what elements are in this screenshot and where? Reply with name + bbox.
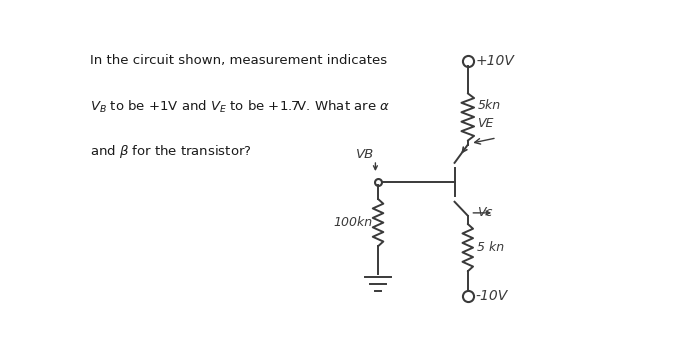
Text: Vc: Vc: [477, 206, 492, 219]
Text: and $\beta$ for the transistor?: and $\beta$ for the transistor?: [91, 143, 252, 160]
Text: In the circuit shown, measurement indicates: In the circuit shown, measurement indica…: [91, 55, 387, 68]
Text: +10V: +10V: [475, 55, 515, 68]
Text: 100kn: 100kn: [333, 216, 373, 229]
Text: 5kn: 5kn: [477, 99, 501, 112]
Text: 5 kn: 5 kn: [477, 241, 505, 254]
Text: VB: VB: [355, 148, 374, 161]
Text: VE: VE: [477, 117, 494, 130]
Text: $V_B$ to be +1V and $V_E$ to be +1.7V. What are $\alpha$: $V_B$ to be +1V and $V_E$ to be +1.7V. W…: [91, 99, 390, 115]
Text: -10V: -10V: [475, 289, 508, 303]
